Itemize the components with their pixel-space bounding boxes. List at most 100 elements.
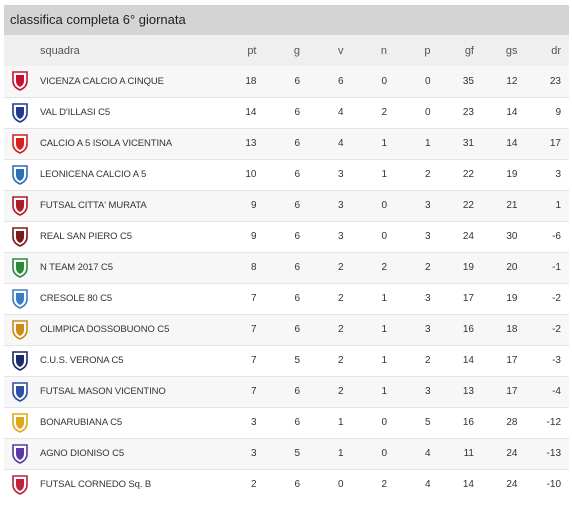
isola-vicentina-crest-icon (12, 133, 28, 154)
stat-v: 2 (308, 313, 352, 345)
team-name[interactable]: OLIMPICA DOSSOBUONO C5 (36, 313, 221, 345)
team-name[interactable]: VAL D'ILLASI C5 (36, 96, 221, 128)
stat-gf: 14 (438, 468, 482, 500)
stat-dr: 9 (525, 96, 569, 128)
stat-dr: -3 (525, 344, 569, 376)
stat-p: 3 (395, 220, 439, 252)
team-name[interactable]: LEONICENA CALCIO A 5 (36, 158, 221, 190)
stat-g: 6 (264, 220, 308, 252)
stat-v: 3 (308, 220, 352, 252)
header-n[interactable]: n (380, 44, 387, 57)
standings-title: classifica completa 6° giornata (4, 5, 569, 35)
team-logo-cell (4, 127, 36, 159)
stat-g: 5 (264, 437, 308, 469)
stat-g: 6 (264, 313, 308, 345)
table-row: CRESOLE 80 C5 7 6 2 1 3 17 19 -2 (4, 282, 569, 314)
stat-gf: 24 (438, 220, 482, 252)
stat-pt: 7 (221, 344, 265, 376)
stat-gs: 24 (482, 437, 526, 469)
stat-pt: 18 (245, 75, 257, 87)
stat-g: 6 (264, 406, 308, 438)
team-name[interactable]: CRESOLE 80 C5 (36, 282, 221, 314)
stat-p: 0 (395, 96, 439, 128)
header-p[interactable]: p (424, 44, 431, 57)
stat-pt: 9 (221, 220, 265, 252)
stat-g: 6 (264, 251, 308, 283)
stat-pt: 10 (221, 158, 265, 190)
stat-gs: 18 (482, 313, 526, 345)
stat-gf: 16 (438, 313, 482, 345)
stat-n: 0 (351, 406, 395, 438)
stat-g: 6 (264, 158, 308, 190)
header-dr[interactable]: dr (551, 44, 561, 57)
team-logo-cell (4, 66, 36, 97)
team-name[interactable]: FUTSAL CORNEDO Sq. B (36, 468, 221, 500)
team-name[interactable]: N TEAM 2017 C5 (36, 251, 221, 283)
stat-gf: 14 (438, 344, 482, 376)
stat-gs: 17 (482, 375, 526, 407)
stat-dr: -1 (525, 251, 569, 283)
team-name[interactable]: BONARUBIANA C5 (36, 406, 221, 438)
stat-v: 4 (308, 96, 352, 128)
stat-dr: -13 (525, 437, 569, 469)
team-name[interactable]: C.U.S. VERONA C5 (36, 344, 221, 376)
stat-dr: -2 (525, 282, 569, 314)
table-row: N TEAM 2017 C5 8 6 2 2 2 19 20 -1 (4, 251, 569, 283)
header-gs[interactable]: gs (505, 44, 518, 57)
stat-pt: 2 (221, 468, 265, 500)
cresole-crest-icon (12, 288, 28, 309)
team-logo-cell (4, 437, 36, 469)
vicenza-crest-icon (12, 71, 28, 92)
bonarubiana-crest-icon (12, 412, 28, 433)
stat-pt: 7 (221, 375, 265, 407)
standings-body: VICENZA CALCIO A CINQUE 18 6 6 0 0 35 12 23 VAL D… (4, 66, 569, 500)
standings-table: squadra pt g v n p gf gs dr VICENZA CALC… (4, 35, 569, 500)
header-team[interactable]: squadra (40, 44, 80, 57)
team-logo-cell (4, 282, 36, 314)
stat-v: 3 (308, 189, 352, 221)
stat-v: 3 (308, 158, 352, 190)
header-g[interactable]: g (293, 44, 300, 57)
stat-g: 6 (264, 375, 308, 407)
header-pt[interactable]: pt (247, 44, 257, 57)
stat-v: 0 (308, 468, 352, 500)
team-name[interactable]: CALCIO A 5 ISOLA VICENTINA (36, 127, 221, 159)
stat-g: 6 (264, 96, 308, 128)
header-v[interactable]: v (338, 44, 344, 57)
stat-pt: 13 (221, 127, 265, 159)
team-name[interactable]: AGNO DIONISO C5 (36, 437, 221, 469)
team-name[interactable]: VICENZA CALCIO A CINQUE (40, 75, 164, 87)
stat-gs: 21 (482, 189, 526, 221)
stat-n: 2 (351, 251, 395, 283)
team-name[interactable]: FUTSAL MASON VICENTINO (36, 375, 221, 407)
team-logo-cell (4, 189, 36, 221)
stat-pt: 3 (221, 406, 265, 438)
header-gf[interactable]: gf (464, 44, 474, 57)
team-name[interactable]: REAL SAN PIERO C5 (36, 220, 221, 252)
team-name[interactable]: FUTSAL CITTA' MURATA (36, 189, 221, 221)
stat-n: 1 (351, 282, 395, 314)
stat-v: 6 (337, 75, 344, 87)
stat-gs: 19 (482, 158, 526, 190)
table-row: VICENZA CALCIO A CINQUE 18 6 6 0 0 35 12 23 (4, 66, 569, 97)
stat-pt: 14 (221, 96, 265, 128)
stat-v: 1 (308, 406, 352, 438)
stat-gs: 17 (482, 344, 526, 376)
stat-n: 0 (351, 189, 395, 221)
team-logo-cell (4, 406, 36, 438)
stat-p: 2 (395, 251, 439, 283)
stat-gs: 14 (482, 127, 526, 159)
stat-p: 3 (395, 282, 439, 314)
olimpica-dossobuono-crest-icon (12, 319, 28, 340)
stat-dr: -4 (525, 375, 569, 407)
team-logo-cell (4, 344, 36, 376)
table-header-row: squadra pt g v n p gf gs dr (4, 35, 569, 66)
mason-vicentino-crest-icon (12, 381, 28, 402)
stat-p: 1 (395, 127, 439, 159)
stat-n: 2 (351, 468, 395, 500)
stat-gf: 22 (438, 189, 482, 221)
stat-n: 1 (351, 344, 395, 376)
team-logo-cell (4, 220, 36, 252)
stat-dr: 3 (525, 158, 569, 190)
stat-gf: 16 (438, 406, 482, 438)
